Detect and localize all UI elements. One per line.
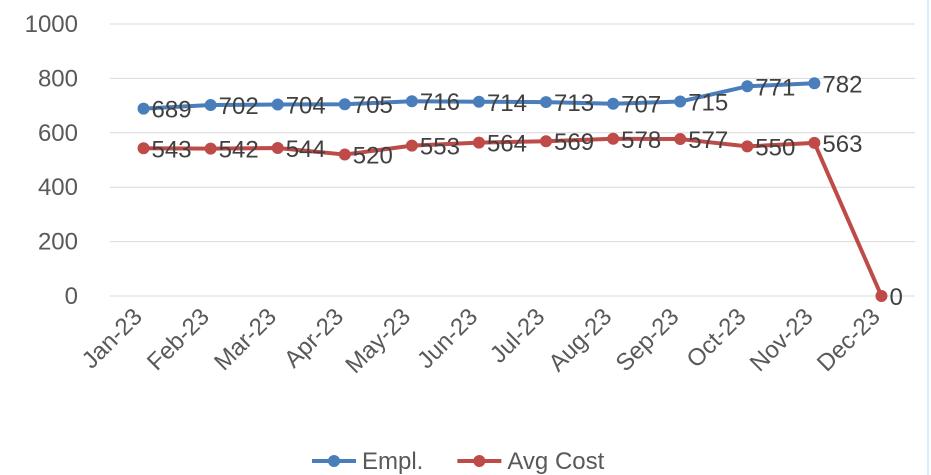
data-point — [540, 96, 553, 109]
data-labels: 689 702 704 705 716 714 713 707 715 771 782 543 542 5… — [152, 71, 903, 311]
data-label: 702 — [219, 93, 259, 120]
y-tick-label: 600 — [38, 120, 78, 147]
data-label: 543 — [152, 136, 192, 163]
legend: Empl. Avg Cost — [312, 448, 605, 475]
data-point — [540, 135, 553, 148]
data-point — [674, 95, 687, 108]
data-label: 569 — [554, 129, 594, 156]
data-label: 771 — [755, 74, 795, 101]
data-label: 713 — [554, 90, 594, 117]
data-point — [137, 102, 150, 115]
data-label: 520 — [353, 143, 393, 170]
series-line — [143, 136, 884, 297]
data-label: 716 — [420, 89, 460, 116]
y-tick-label: 1000 — [25, 11, 78, 38]
y-axis: 0 200 400 600 800 1000 — [25, 11, 78, 310]
data-label: 705 — [353, 92, 393, 119]
legend-marker — [328, 455, 340, 467]
data-label: 550 — [755, 134, 795, 161]
data-point — [137, 142, 150, 155]
x-tick-label: Apr-23 — [279, 303, 349, 373]
x-tick-label: Oct-23 — [682, 303, 752, 373]
data-point — [741, 80, 754, 93]
data-point — [204, 142, 217, 155]
series-layer — [137, 77, 888, 302]
data-label: 689 — [152, 97, 192, 124]
data-point — [808, 77, 821, 90]
x-tick-label: Jul-23 — [485, 303, 550, 368]
data-label: 542 — [219, 137, 259, 164]
gridlines — [110, 23, 915, 297]
x-tick-label: Dec-23 — [812, 303, 886, 377]
y-tick-label: 0 — [65, 283, 78, 310]
x-tick-label: Aug-23 — [544, 303, 618, 377]
x-tick-label: Sep-23 — [611, 303, 685, 377]
data-label: 782 — [822, 71, 862, 98]
data-label: 564 — [487, 131, 527, 158]
legend-label: Avg Cost — [507, 448, 604, 475]
data-label: 563 — [822, 131, 862, 158]
data-point — [607, 97, 620, 110]
data-label: 553 — [420, 134, 460, 161]
data-label: 0 — [889, 284, 902, 311]
data-point — [338, 148, 351, 161]
data-point — [741, 140, 754, 153]
data-label: 714 — [487, 90, 527, 117]
x-tick-label: Jan-23 — [77, 303, 148, 374]
legend-marker — [473, 455, 486, 467]
legend-label: Empl. — [362, 448, 423, 475]
x-tick-label: Nov-23 — [745, 303, 819, 377]
x-tick-label: Feb-23 — [142, 303, 215, 376]
data-point — [405, 95, 418, 108]
data-point — [808, 136, 821, 149]
data-point — [204, 99, 217, 112]
data-point — [472, 95, 485, 108]
data-label: 704 — [286, 93, 326, 120]
data-label: 577 — [688, 127, 728, 154]
data-label: 544 — [286, 136, 326, 163]
data-point — [271, 142, 284, 155]
y-tick-label: 400 — [38, 174, 78, 201]
y-tick-label: 800 — [38, 65, 78, 92]
data-point — [338, 98, 351, 111]
data-label: 707 — [621, 92, 661, 119]
x-tick-label: May-23 — [340, 303, 416, 379]
data-label: 715 — [688, 90, 728, 117]
data-point — [607, 132, 620, 145]
x-tick-label: Jun-23 — [412, 303, 483, 374]
data-point — [472, 136, 485, 149]
data-label: 578 — [621, 127, 661, 154]
x-tick-label: Mar-23 — [209, 303, 282, 376]
data-point — [271, 98, 284, 111]
data-point — [875, 290, 888, 302]
edge-divider — [927, 0, 929, 475]
data-point — [674, 133, 687, 146]
data-point — [405, 139, 418, 152]
y-tick-label: 200 — [38, 229, 78, 256]
